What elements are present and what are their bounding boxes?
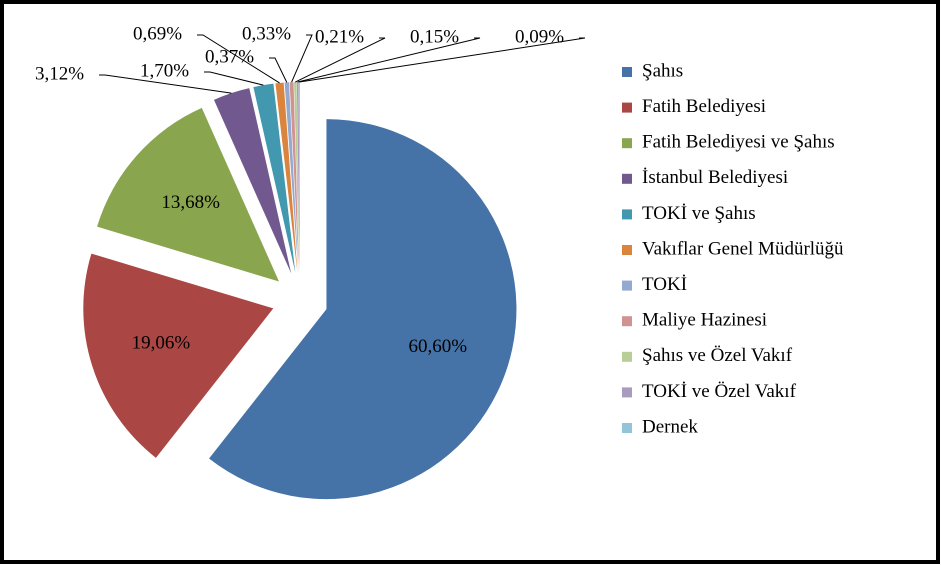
data-label: 60,60%: [409, 336, 468, 357]
leader-line: [299, 37, 586, 83]
data-label: 1,70%: [140, 60, 189, 81]
leader-line: [291, 34, 313, 83]
data-label: 19,06%: [132, 332, 191, 353]
data-label: 13,68%: [161, 192, 220, 213]
leader-line: [197, 34, 280, 84]
legend-label: Maliye Hazinesi: [642, 310, 767, 331]
pie-slice: [97, 107, 279, 282]
data-label: 0,33%: [242, 23, 291, 44]
pie-slice: [289, 82, 299, 273]
legend-swatch: [622, 280, 632, 291]
data-label: 3,12%: [35, 63, 84, 84]
legend-label: TOKİ: [642, 274, 687, 295]
legend-label: İstanbul Belediyesi: [642, 167, 788, 188]
data-label: 0,37%: [205, 46, 254, 67]
legend-label: Şahıs ve Özel Vakıf: [642, 345, 793, 366]
leader-line: [99, 74, 232, 94]
legend-swatch: [622, 173, 632, 184]
legend-label: Vakıflar Genel Müdürlüğü: [642, 238, 844, 259]
legend-label: TOKİ ve Özel Vakıf: [642, 381, 797, 402]
legend-swatch: [622, 245, 632, 255]
data-label: 0,15%: [410, 26, 459, 47]
pie-slice: [296, 82, 300, 273]
legend-swatch: [622, 102, 632, 113]
legend-swatch: [622, 138, 632, 149]
leader-line: [269, 57, 288, 83]
pie-slice: [275, 82, 298, 273]
legend-swatch: [622, 351, 632, 362]
leader-line: [297, 37, 481, 83]
legend-swatch: [622, 67, 632, 77]
pie-slice: [83, 253, 274, 458]
leader-line: [204, 71, 264, 86]
pie-slice: [253, 83, 296, 273]
data-label: 0,21%: [315, 26, 364, 47]
pie-slice: [298, 82, 300, 273]
legend-label: Şahıs: [642, 60, 683, 81]
pie-slice: [294, 82, 300, 273]
legend-label: Fatih Belediyesi: [642, 96, 766, 117]
legend-swatch: [622, 209, 632, 220]
legend-swatch: [622, 387, 632, 398]
legend-label: Fatih Belediyesi ve Şahıs: [642, 132, 835, 153]
data-label: 0,09%: [515, 26, 564, 47]
legend-swatch: [622, 423, 632, 433]
legend-swatch: [622, 316, 632, 327]
pie-slice: [284, 82, 299, 273]
legend-label: TOKİ ve Şahıs: [642, 203, 756, 224]
data-label: 0,69%: [133, 23, 182, 44]
legend-label: Dernek: [642, 416, 698, 437]
pie-slice: [209, 119, 517, 500]
pie-slice: [213, 88, 292, 274]
leader-line: [295, 37, 386, 83]
